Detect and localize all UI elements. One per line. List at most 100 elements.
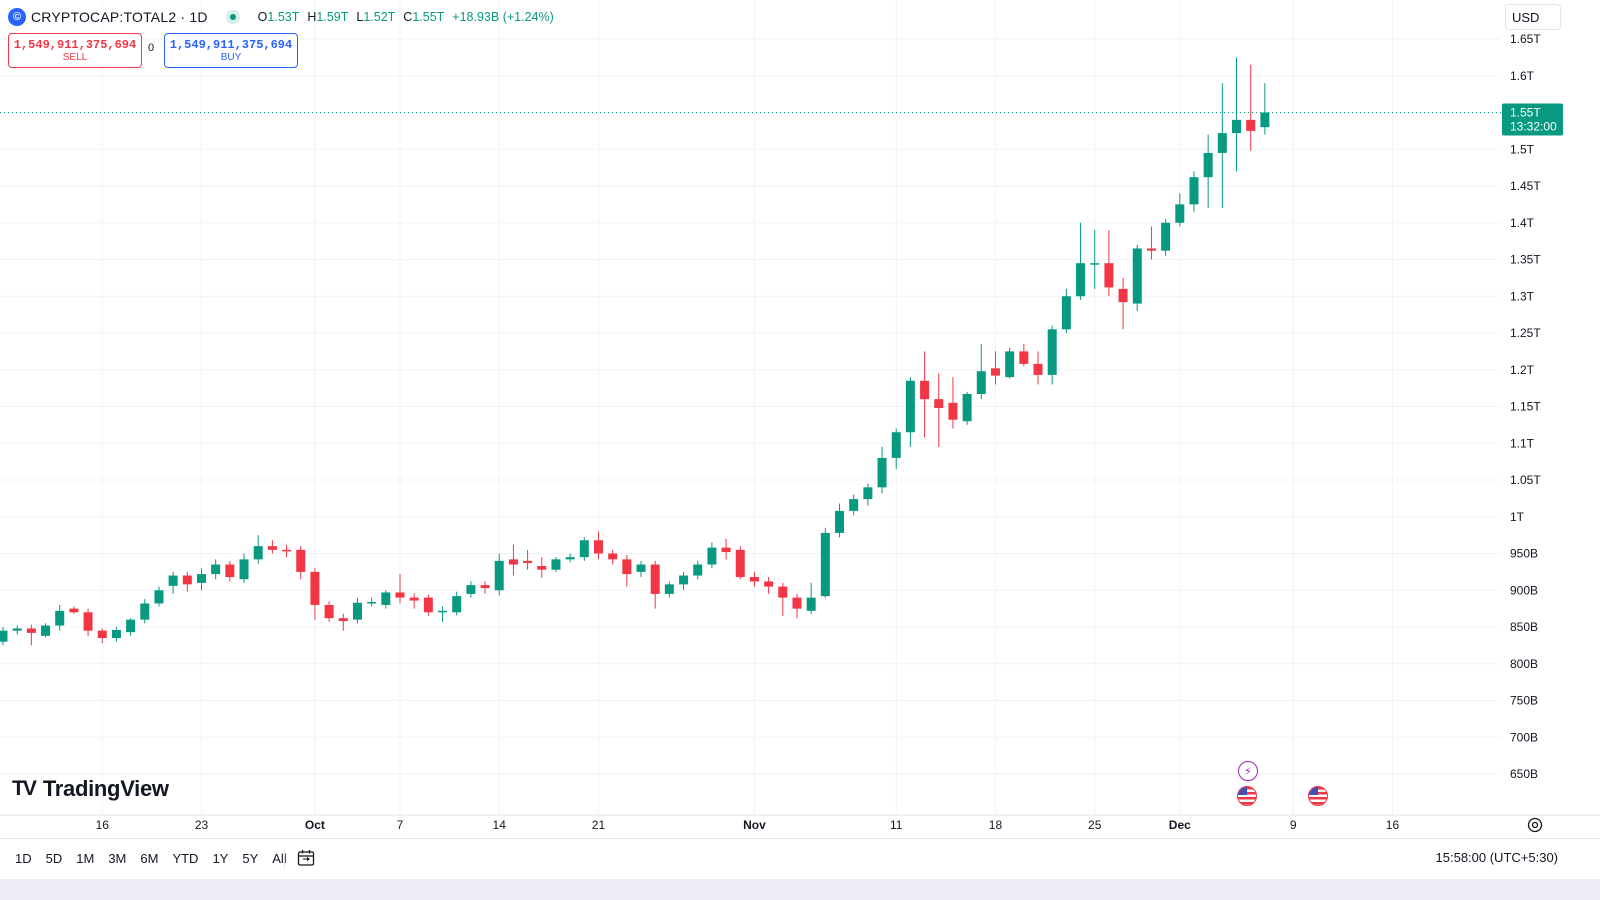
- buy-button[interactable]: 1,549,911,375,694 BUY: [164, 33, 298, 68]
- candle[interactable]: [196, 568, 206, 591]
- candle[interactable]: [253, 535, 263, 564]
- symbol-title[interactable]: CRYPTOCAP:TOTAL2 · 1D: [31, 9, 208, 25]
- candle[interactable]: [282, 544, 292, 558]
- range-button[interactable]: 5Y: [242, 851, 259, 866]
- candle[interactable]: [26, 624, 36, 646]
- candle[interactable]: [69, 606, 79, 614]
- clock-timezone[interactable]: 15:58:00 (UTC+5:30): [1435, 850, 1558, 865]
- candle[interactable]: [664, 581, 674, 598]
- sell-button[interactable]: 1,549,911,375,694 SELL: [8, 33, 142, 68]
- candle[interactable]: [1090, 230, 1100, 289]
- candle[interactable]: [806, 582, 816, 614]
- candle[interactable]: [211, 559, 221, 580]
- candle[interactable]: [962, 391, 972, 425]
- us-flag-event-icon[interactable]: [1237, 786, 1257, 806]
- candle[interactable]: [1217, 83, 1227, 209]
- us-flag-event-icon[interactable]: [1308, 786, 1328, 806]
- candle[interactable]: [551, 557, 561, 572]
- currency-selector[interactable]: USD: [1505, 4, 1561, 30]
- range-button[interactable]: 5D: [45, 851, 63, 866]
- candle[interactable]: [976, 344, 986, 400]
- candle[interactable]: [1260, 83, 1270, 135]
- candle[interactable]: [1061, 288, 1071, 333]
- candle[interactable]: [55, 604, 65, 631]
- range-button[interactable]: All: [272, 851, 287, 866]
- range-button[interactable]: 1Y: [212, 851, 229, 866]
- candle[interactable]: [863, 483, 873, 506]
- candle[interactable]: [820, 527, 830, 598]
- candle[interactable]: [83, 608, 93, 636]
- candle[interactable]: [508, 544, 518, 576]
- candle[interactable]: [721, 538, 731, 560]
- candle[interactable]: [792, 593, 802, 619]
- candle[interactable]: [395, 574, 405, 604]
- candle[interactable]: [1047, 325, 1057, 385]
- candle[interactable]: [636, 560, 646, 578]
- candle[interactable]: [693, 560, 703, 580]
- settings-gear-icon[interactable]: [1526, 816, 1544, 834]
- range-button[interactable]: 1D: [15, 851, 32, 866]
- candle[interactable]: [905, 377, 915, 447]
- candle[interactable]: [877, 446, 887, 494]
- candle[interactable]: [749, 571, 759, 587]
- candle[interactable]: [310, 568, 320, 620]
- candle[interactable]: [168, 571, 178, 594]
- candle[interactable]: [537, 557, 547, 578]
- candle[interactable]: [948, 377, 958, 429]
- candle[interactable]: [920, 351, 930, 438]
- candle[interactable]: [438, 606, 448, 622]
- candle[interactable]: [1033, 351, 1043, 385]
- candle[interactable]: [338, 613, 348, 631]
- candle[interactable]: [1203, 134, 1213, 209]
- candle[interactable]: [608, 549, 618, 565]
- market-status-icon[interactable]: [225, 10, 240, 24]
- candle[interactable]: [1189, 171, 1199, 212]
- candle[interactable]: [154, 586, 164, 607]
- candle[interactable]: [679, 571, 689, 591]
- candle[interactable]: [296, 546, 306, 580]
- candle[interactable]: [352, 597, 362, 624]
- candle[interactable]: [423, 594, 433, 616]
- horizontal-scrollbar[interactable]: [0, 879, 1600, 900]
- event-bolt-icon[interactable]: ⚡: [1238, 761, 1258, 781]
- candle[interactable]: [494, 553, 504, 596]
- candle[interactable]: [849, 494, 859, 516]
- range-button[interactable]: 3M: [108, 851, 127, 866]
- go-to-date-calendar-icon[interactable]: [296, 848, 316, 868]
- candle[interactable]: [267, 540, 277, 554]
- range-button[interactable]: 6M: [140, 851, 159, 866]
- candle[interactable]: [707, 542, 717, 569]
- candle[interactable]: [523, 549, 533, 570]
- range-button[interactable]: 1M: [76, 851, 95, 866]
- candle[interactable]: [579, 537, 589, 561]
- candle[interactable]: [990, 351, 1000, 385]
- candle[interactable]: [1076, 222, 1086, 300]
- candle[interactable]: [239, 553, 249, 583]
- candle[interactable]: [97, 628, 107, 644]
- candle[interactable]: [735, 546, 745, 580]
- candle[interactable]: [622, 554, 632, 587]
- candle[interactable]: [41, 623, 51, 638]
- candle[interactable]: [452, 591, 462, 616]
- candle[interactable]: [764, 577, 774, 594]
- candle[interactable]: [1232, 57, 1242, 172]
- range-button[interactable]: YTD: [172, 851, 199, 866]
- candle[interactable]: [1246, 64, 1256, 151]
- candle[interactable]: [480, 581, 490, 594]
- candle[interactable]: [1118, 277, 1128, 330]
- candle[interactable]: [367, 597, 377, 607]
- candle[interactable]: [466, 581, 476, 598]
- candle[interactable]: [111, 627, 121, 642]
- candle[interactable]: [409, 593, 419, 609]
- candle[interactable]: [778, 582, 788, 616]
- candle[interactable]: [1104, 230, 1114, 297]
- candle[interactable]: [565, 553, 575, 563]
- candle[interactable]: [182, 571, 192, 592]
- candle[interactable]: [324, 601, 334, 622]
- candle[interactable]: [593, 531, 603, 560]
- candle[interactable]: [891, 428, 901, 469]
- candle[interactable]: [140, 599, 150, 624]
- candle[interactable]: [225, 560, 235, 582]
